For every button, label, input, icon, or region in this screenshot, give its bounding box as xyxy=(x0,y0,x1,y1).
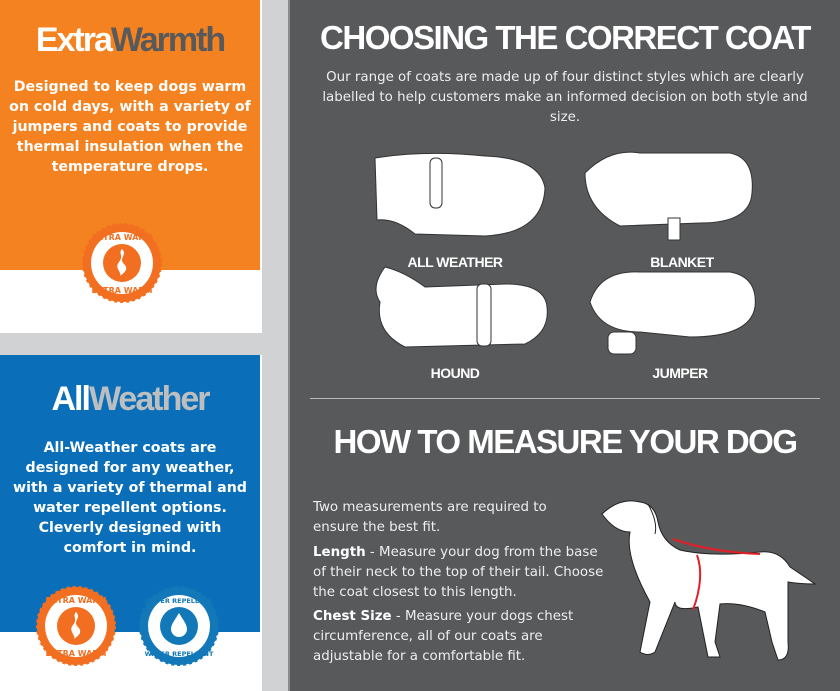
all-weather-description: All-Weather coats are designed for any w… xyxy=(13,440,247,556)
flame-icon xyxy=(71,612,81,639)
measure-title: HOW TO MEASURE YOUR DOG xyxy=(333,423,798,460)
coat-label-blanket: BLANKET xyxy=(650,254,714,270)
svg-text:EXTRA WARM: EXTRA WARM xyxy=(91,286,152,295)
svg-text:EXTRA WARM: EXTRA WARM xyxy=(91,233,152,242)
coat-label-jumper: JUMPER xyxy=(652,365,708,381)
choosing-title: CHOOSING THE CORRECT COAT xyxy=(320,19,811,56)
extra-warmth-card: ExtraWarmth Designed to keep dogs warm o… xyxy=(0,0,262,333)
measure-intro: Two measurements are required to ensure … xyxy=(313,500,547,535)
all-weather-card: AllWeather All-Weather coats are designe… xyxy=(0,355,262,691)
extra-warm-badge: EXTRA WARM EXTRA WARM xyxy=(82,223,162,303)
left-column: ExtraWarmth Designed to keep dogs warm o… xyxy=(0,0,262,691)
svg-text:EXTRA WARM: EXTRA WARM xyxy=(45,649,106,658)
svg-text:EXTRA WARM: EXTRA WARM xyxy=(45,596,106,605)
dog-measurement-diagram xyxy=(601,500,817,661)
water-repellent-badge: WATER REPELLENT WATER REPELLENT xyxy=(139,586,219,666)
blanket-coat-image xyxy=(584,151,753,241)
section-divider xyxy=(310,398,820,399)
chest-instructions: Chest Size - Measure your dogs chest cir… xyxy=(313,609,574,664)
extra-warmth-description: Designed to keep dogs warm on cold days,… xyxy=(9,79,251,175)
water-drop-icon xyxy=(171,613,187,637)
svg-text:WATER REPELLENT: WATER REPELLENT xyxy=(145,650,214,658)
all-weather-coat-image xyxy=(374,152,546,237)
choosing-intro: Our range of coats are made up of four d… xyxy=(322,70,808,125)
column-divider xyxy=(288,0,290,691)
extra-warm-badge: EXTRA WARM EXTRA WARM xyxy=(36,586,116,666)
svg-text:WATER REPELLENT: WATER REPELLENT xyxy=(145,597,214,605)
info-panel: CHOOSING THE CORRECT COAT Our range of c… xyxy=(290,0,840,691)
chest-arrow xyxy=(692,554,702,611)
coat-label-all-weather: ALL WEATHER xyxy=(407,254,503,270)
jumper-coat-image xyxy=(589,271,756,355)
extra-warmth-title: ExtraWarmth xyxy=(35,21,226,59)
length-arrow xyxy=(672,538,761,555)
extra-warmth-panel: ExtraWarmth Designed to keep dogs warm o… xyxy=(0,0,260,270)
all-weather-title: AllWeather xyxy=(51,380,211,418)
all-weather-panel: AllWeather All-Weather coats are designe… xyxy=(0,355,260,632)
hound-coat-image xyxy=(375,266,548,348)
flame-icon xyxy=(117,249,127,276)
coat-label-hound: HOUND xyxy=(430,365,480,381)
length-instructions: Length - Measure your dog from the base … xyxy=(313,545,604,600)
